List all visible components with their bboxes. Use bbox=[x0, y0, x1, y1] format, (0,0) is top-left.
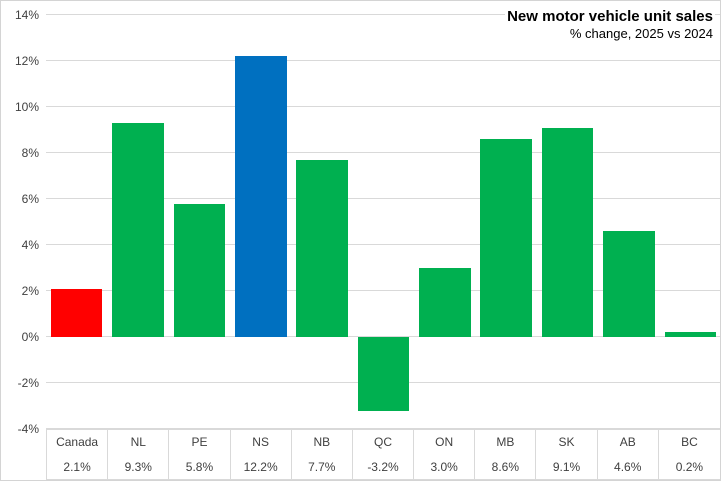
bar-slot-nb bbox=[291, 15, 352, 429]
gridline-10 bbox=[46, 105, 720, 107]
y-tick-label: 6% bbox=[21, 191, 39, 206]
y-tick-label: 4% bbox=[21, 238, 39, 252]
table-category-cell: NL bbox=[108, 430, 170, 455]
title-block: New motor vehicle unit sales % change, 2… bbox=[505, 6, 715, 43]
table-value-cell: 0.2% bbox=[675, 459, 704, 474]
gridline-14 bbox=[46, 14, 720, 15]
bar-slot-sk bbox=[537, 15, 598, 429]
y-tick-label: -4% bbox=[17, 422, 39, 436]
table-category-cell: ON bbox=[414, 430, 476, 455]
gridline--4 bbox=[46, 428, 720, 429]
bar-slot-bc bbox=[660, 15, 720, 429]
y-tick-label: 10% bbox=[14, 99, 39, 114]
table-category-cell: Canada bbox=[47, 430, 109, 455]
bar-slot-mb bbox=[476, 15, 537, 429]
chart-title: New motor vehicle unit sales bbox=[507, 8, 713, 25]
bar-bc bbox=[664, 332, 717, 337]
y-tick-label: 2% bbox=[21, 283, 39, 298]
bar-slot-nl bbox=[107, 15, 168, 429]
bar-slot-pe bbox=[169, 15, 230, 429]
plot-area bbox=[46, 14, 720, 429]
bar-nl bbox=[112, 123, 164, 337]
table-category-cell: QC bbox=[353, 430, 415, 455]
bar-slot-on bbox=[414, 15, 475, 429]
table-value-cell: 4.6% bbox=[598, 454, 659, 479]
bar-slot-canada bbox=[46, 15, 107, 429]
y-axis: 14% 12% 10% 8% 6% 4% 2% 0% -2% -4% bbox=[1, 8, 39, 436]
bar-mb bbox=[480, 139, 532, 337]
table-category-cell: PE bbox=[169, 430, 231, 455]
bar-ab bbox=[603, 231, 655, 337]
table-category-cell: BC bbox=[681, 435, 698, 450]
bar-qc bbox=[357, 337, 410, 411]
bar-slot-ab bbox=[598, 15, 659, 429]
chart-subtitle: % change, 2025 vs 2024 bbox=[569, 26, 713, 41]
bar-pe bbox=[173, 203, 226, 337]
gridline-4 bbox=[46, 244, 720, 245]
table-value-cell: -3.2% bbox=[353, 454, 415, 479]
table-value-cell: 8.6% bbox=[475, 454, 537, 479]
bar-slot-qc bbox=[353, 15, 414, 429]
table-category-cell: NB bbox=[292, 430, 353, 455]
y-tick-label: 0% bbox=[21, 330, 39, 344]
gridline-0 bbox=[46, 336, 720, 337]
table-value-cell: 3.0% bbox=[414, 454, 476, 479]
table-value-cell: 9.3% bbox=[108, 454, 170, 479]
bar-slot-ns bbox=[230, 15, 291, 429]
data-table: Canada NL PE NS NB QC ON MB SK AB BC 2.1% 9.3% 5.8% 12… bbox=[46, 429, 720, 480]
table-value-cell: 5.8% bbox=[169, 454, 231, 479]
table-value-cell: 12.2% bbox=[231, 454, 292, 479]
table-category-cell: NS bbox=[231, 430, 292, 455]
y-tick-label: 12% bbox=[14, 53, 39, 68]
gridline-2 bbox=[46, 289, 720, 291]
table-category-cell: MB bbox=[475, 430, 537, 455]
gridline-12 bbox=[46, 59, 720, 61]
y-tick-label: 14% bbox=[14, 8, 39, 22]
y-tick-label: 8% bbox=[21, 145, 39, 160]
y-tick-label: -2% bbox=[17, 375, 39, 390]
table-value-cell: 7.7% bbox=[292, 454, 353, 479]
table-value-cell: 9.1% bbox=[536, 454, 598, 479]
table-value-cell: 2.1% bbox=[47, 454, 109, 479]
gridline-6 bbox=[46, 197, 720, 199]
bar-nb bbox=[296, 159, 348, 337]
gridline-8 bbox=[46, 151, 720, 153]
bar-canada bbox=[50, 288, 103, 337]
bar-ns bbox=[234, 56, 287, 337]
table-category-cell: SK bbox=[536, 430, 598, 455]
table-category-cell: AB bbox=[598, 430, 659, 455]
bar-sk bbox=[541, 127, 594, 337]
bar-on bbox=[419, 268, 471, 337]
